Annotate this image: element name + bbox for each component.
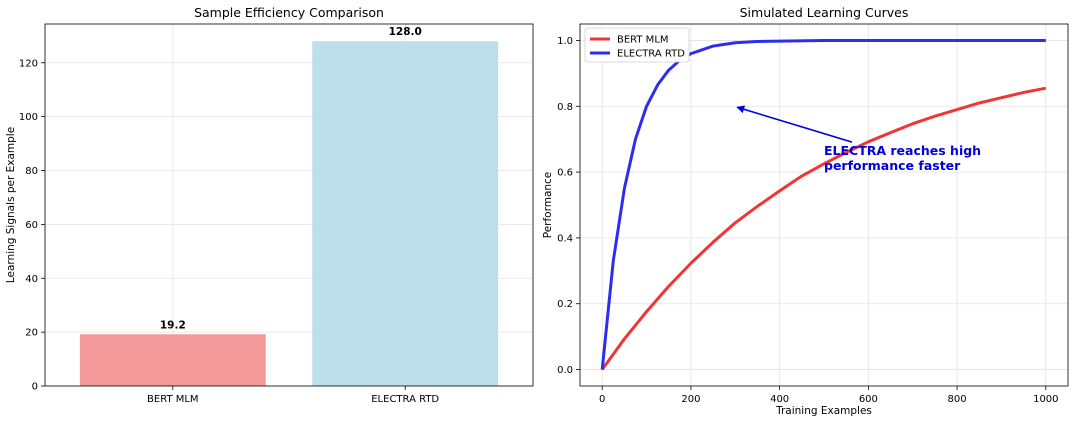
ytick-label: 80 <box>25 166 38 177</box>
ytick-label: 120 <box>19 58 38 69</box>
ytick-label: 0.4 <box>557 233 573 244</box>
bar-chart-ticks: 0 20 40 60 80 100 120 BERT MLM ELECTRA RTD <box>19 58 440 405</box>
line-chart-grid <box>580 24 1068 386</box>
xtick-label: 400 <box>770 394 789 405</box>
series-line-1 <box>600 86 1047 371</box>
ytick-label: 40 <box>25 274 38 285</box>
bar-chart-bars: 19.2 128.0 <box>79 26 499 386</box>
ytick-label: 0.2 <box>557 299 573 310</box>
ytick-label: 0.8 <box>557 102 573 113</box>
ytick-label: 1.0 <box>557 36 573 47</box>
ytick-label: 20 <box>25 328 38 339</box>
line-chart-xlabel: Training Examples <box>775 405 872 417</box>
annotation-text-line: performance faster <box>824 158 961 173</box>
annotation-text: ELECTRA reaches high performance faster <box>824 143 981 173</box>
ytick-label: 0 <box>32 382 38 393</box>
bar-chart-sample-efficiency: 19.2 128.0 0 20 40 60 80 100 120 BERT MLM ELECTRA… <box>5 5 534 405</box>
annotation-arrow <box>736 105 853 143</box>
ytick-label: 60 <box>25 220 38 231</box>
xtick-label: BERT MLM <box>147 394 199 405</box>
series-line-2 <box>600 38 1046 370</box>
annotation-text-line: ELECTRA reaches high <box>824 143 981 158</box>
line-chart-series <box>600 38 1047 371</box>
xtick-label: ELECTRA RTD <box>371 394 439 405</box>
bar <box>79 334 266 386</box>
line-chart-frame <box>579 23 1069 387</box>
xtick-label: 200 <box>681 394 700 405</box>
ytick-label: 0.6 <box>557 168 573 179</box>
bar-chart-title: Sample Efficiency Comparison <box>194 5 384 20</box>
xtick-label: 0 <box>599 394 605 405</box>
ytick-label: 0.0 <box>557 365 573 376</box>
bar-value-label: 128.0 <box>389 26 422 38</box>
bar <box>312 41 499 386</box>
line-chart-learning-curves: 0.0 0.2 0.4 0.6 0.8 1.0 0 200 400 600 800 1000 ELEC… <box>542 5 1069 417</box>
line-chart-ylabel: Performance <box>542 172 554 239</box>
bar-value-label: 19.2 <box>160 319 186 331</box>
line-chart-ticks: 0.0 0.2 0.4 0.6 0.8 1.0 0 200 400 600 800 1000 <box>557 36 1058 405</box>
xtick-label: 1000 <box>1033 394 1058 405</box>
line-chart-title: Simulated Learning Curves <box>740 5 909 20</box>
ytick-label: 100 <box>19 112 38 123</box>
legend-box <box>584 27 690 63</box>
bar-chart-frame <box>44 23 534 387</box>
xtick-label: 600 <box>859 394 878 405</box>
xtick-label: 800 <box>948 394 967 405</box>
line-chart-annotation: ELECTRA reaches high performance faster <box>736 105 981 173</box>
bar-chart-ylabel: Learning Signals per Example <box>5 127 17 283</box>
legend-label: BERT MLM <box>617 35 669 46</box>
legend-label: ELECTRA RTD <box>617 49 685 60</box>
line-chart-legend: BERT MLM ELECTRA RTD <box>584 27 690 63</box>
